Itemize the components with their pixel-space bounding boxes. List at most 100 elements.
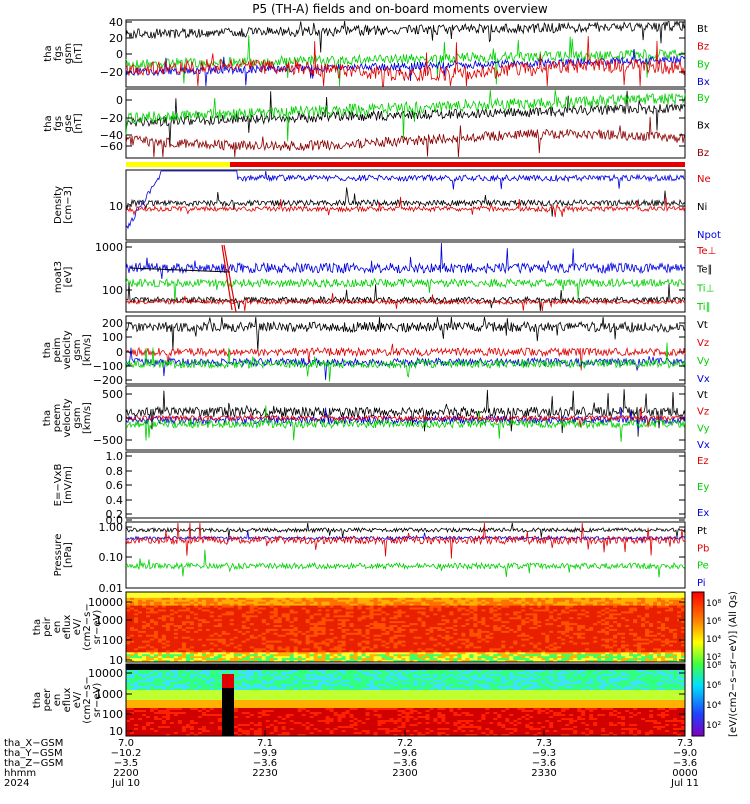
spectrogram-cell [549,611,553,613]
spectrogram-cell [601,629,605,631]
spectrogram-cell [545,633,549,635]
spectrogram-cell [218,594,222,596]
spectrogram-cell [437,633,441,635]
spectrogram-cell [449,606,453,608]
spectrogram-cell [541,633,545,635]
spectrogram-cell [653,637,657,639]
spectrogram-cell [206,633,210,635]
spectrogram-cell [282,637,286,639]
spectrogram-cell [410,658,414,660]
spectrogram-cell [298,654,302,656]
spectrogram-cell [633,602,637,604]
spectrogram-cell [174,594,178,596]
spectrogram-cell [545,598,549,600]
spectrogram-cell [170,611,174,613]
spectrogram-cell [485,650,489,652]
spectrogram-cell [545,629,549,631]
spectrogram-cell [378,594,382,596]
legend-entry: Ez [697,456,709,467]
spectrogram-cell [497,633,501,635]
spectrogram-cell [398,594,402,596]
spectrogram-cell [266,633,270,635]
spectrogram-cell [330,623,334,625]
spectrogram-cell [202,606,206,608]
spectrogram-cell [194,654,198,656]
spectrogram-cell [190,598,194,600]
spectrogram-cell [625,611,629,613]
spectrogram-cell [430,611,434,613]
spectrogram-cell [645,654,649,656]
spectrogram-cell [593,598,597,600]
spectrogram-cell [274,646,278,648]
spectrogram-cell [322,598,326,600]
spectrogram-cell [278,606,282,608]
spectrogram-cell [386,623,390,625]
spectrogram-cell [501,594,505,596]
spectrogram-cell [218,646,222,648]
spectrogram-cell [649,623,653,625]
spectrogram-cell [633,598,637,600]
spectrogram-cell [565,654,569,656]
spectrogram-cell [166,658,170,660]
spectrogram-cell [254,654,258,656]
spectrogram-cell [346,615,350,617]
spectrogram-cell [338,606,342,608]
spectrogram-cell [258,658,262,660]
spectrogram-cell [126,633,130,635]
spectrogram-cell [210,658,214,660]
spectrogram-cell [198,633,202,635]
spectrogram-cell [126,654,130,656]
spectrogram-cell [649,598,653,600]
series-line-pressure-3 [126,550,685,578]
spectrogram-cell [497,637,501,639]
spectrogram-cell [246,641,250,643]
spectrogram-cell [565,623,569,625]
spectrogram-cell [493,602,497,604]
spectrogram-cell [158,650,162,652]
spectrogram-cell [162,619,166,621]
spectrogram-cell [441,646,445,648]
spectrogram-cell [242,598,246,600]
spectrogram-cell [314,658,318,660]
spectrogram-cell [302,658,306,660]
spectrogram-cell [418,654,422,656]
spectrogram-cell [406,650,410,652]
spectrogram-cell [134,623,138,625]
spectrogram-cell [649,629,653,631]
spectrogram-cell [150,654,154,656]
spectrogram-cell [242,637,246,639]
spectrogram-cell [418,615,422,617]
spectrogram-cell [222,629,226,631]
spectrogram-cell [170,633,174,635]
spectrogram-cell [262,606,266,608]
spectrogram-cell [557,606,561,608]
spectrogram-cell [230,611,234,613]
spectrogram-cell [318,602,322,604]
spectrogram-cell [362,602,366,604]
spectrogram-cell [613,611,617,613]
spectrogram-cell [553,623,557,625]
spectrogram-cell [298,641,302,643]
spectrogram-cell [601,611,605,613]
spectrogram-cell [533,619,537,621]
spectrogram-cell [629,641,633,643]
spectrogram-cell [509,611,513,613]
spectrogram-cell [573,641,577,643]
spectrogram-cell [469,629,473,631]
spectrogram-cell [246,646,250,648]
spectrogram-cell [513,633,517,635]
spectrogram-cell [126,641,130,643]
spectrogram-cell [350,633,354,635]
spectrogram-cell [489,615,493,617]
spectrogram-cell [198,602,202,604]
spectrogram-cell [601,658,605,660]
spectrogram-cell [581,606,585,608]
spectrogram-cell [402,646,406,648]
spectrogram-cell [390,637,394,639]
spectrogram-cell [477,598,481,600]
spectrogram-cell [577,602,581,604]
spectrogram-cell [426,650,430,652]
legend-entry: By [697,93,710,104]
spectrogram-cell [589,658,593,660]
